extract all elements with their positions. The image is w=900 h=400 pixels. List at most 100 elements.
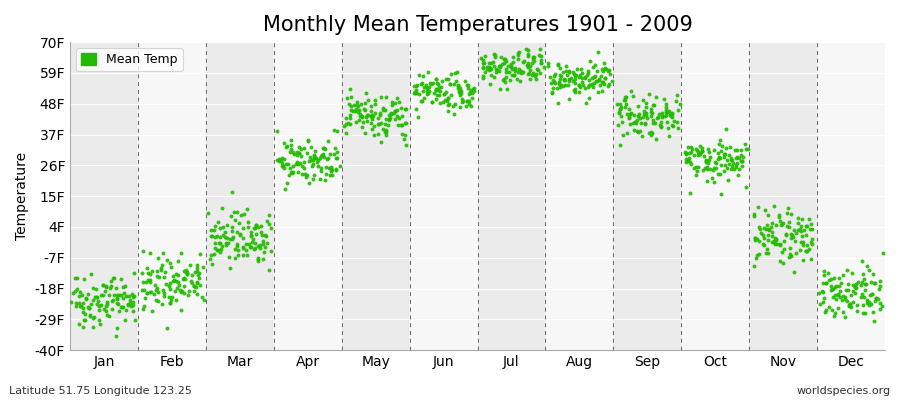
Point xyxy=(729,164,743,170)
Point xyxy=(360,112,374,118)
Point xyxy=(210,247,224,253)
Point xyxy=(670,119,684,125)
Point xyxy=(356,114,370,120)
Point xyxy=(551,60,565,67)
Point xyxy=(659,101,673,108)
Legend: Mean Temp: Mean Temp xyxy=(76,48,183,71)
Point xyxy=(526,58,541,64)
Point xyxy=(576,82,590,89)
Point xyxy=(226,234,240,240)
Point xyxy=(90,301,104,307)
Point xyxy=(318,146,332,152)
Point xyxy=(451,84,465,91)
Bar xyxy=(410,42,478,350)
Point xyxy=(136,278,150,285)
Point xyxy=(461,85,475,91)
Point xyxy=(646,117,661,124)
Point xyxy=(702,149,716,156)
Point xyxy=(875,302,889,309)
Point xyxy=(726,166,741,173)
Point xyxy=(840,298,854,304)
Point xyxy=(601,68,616,74)
Point xyxy=(89,286,104,292)
Point xyxy=(477,52,491,59)
Point xyxy=(374,120,388,126)
Point xyxy=(519,62,534,68)
Point xyxy=(147,291,161,297)
Point xyxy=(289,161,303,167)
Point xyxy=(452,88,466,95)
Point xyxy=(83,311,97,318)
Point xyxy=(572,89,586,95)
Point xyxy=(640,115,654,122)
Point xyxy=(230,229,244,236)
Point xyxy=(551,61,565,68)
Point xyxy=(773,218,788,224)
Point xyxy=(845,288,859,294)
Point xyxy=(554,65,568,72)
Point xyxy=(420,69,435,76)
Point xyxy=(728,147,742,154)
Point xyxy=(187,282,202,289)
Point xyxy=(152,274,166,280)
Point xyxy=(680,159,694,165)
Point xyxy=(219,240,233,246)
Point xyxy=(216,224,230,230)
Point xyxy=(352,107,366,114)
Point xyxy=(179,267,194,274)
Point xyxy=(818,309,832,316)
Point xyxy=(783,251,797,257)
Point xyxy=(283,165,297,172)
Point xyxy=(290,159,304,166)
Point xyxy=(364,113,378,120)
Point xyxy=(453,84,467,91)
Point xyxy=(768,235,782,241)
Point xyxy=(703,154,717,160)
Point xyxy=(582,58,597,64)
Bar xyxy=(274,42,342,350)
Point xyxy=(155,262,169,268)
Point xyxy=(172,282,186,288)
Point xyxy=(475,73,490,80)
Point xyxy=(408,89,422,95)
Point xyxy=(239,205,254,212)
Point xyxy=(554,76,568,82)
Point xyxy=(379,116,393,122)
Point xyxy=(644,112,659,119)
Point xyxy=(490,67,504,73)
Point xyxy=(512,49,526,55)
Point xyxy=(137,286,151,293)
Point xyxy=(776,220,790,226)
Point xyxy=(414,81,428,87)
Point xyxy=(562,76,576,82)
Point xyxy=(856,310,870,317)
Point xyxy=(420,88,435,94)
Point xyxy=(788,238,803,244)
Point xyxy=(91,303,105,309)
Point xyxy=(800,248,814,255)
Point xyxy=(76,304,90,311)
Point xyxy=(782,219,796,226)
Point xyxy=(827,274,842,281)
Point xyxy=(684,144,698,150)
Point xyxy=(286,148,301,155)
Point xyxy=(584,81,598,87)
Point xyxy=(439,76,454,82)
Point xyxy=(410,114,425,120)
Point xyxy=(308,155,322,161)
Point xyxy=(125,301,140,308)
Point xyxy=(436,91,451,97)
Point xyxy=(371,121,385,127)
Point xyxy=(274,163,289,169)
Point xyxy=(90,294,104,300)
Point xyxy=(798,247,813,254)
Point xyxy=(138,295,152,301)
Point xyxy=(598,75,612,81)
Point xyxy=(784,252,798,259)
Point xyxy=(503,63,517,70)
Point xyxy=(713,154,727,161)
Point xyxy=(255,232,269,238)
Point xyxy=(779,222,794,229)
Point xyxy=(232,231,247,238)
Point xyxy=(420,91,435,97)
